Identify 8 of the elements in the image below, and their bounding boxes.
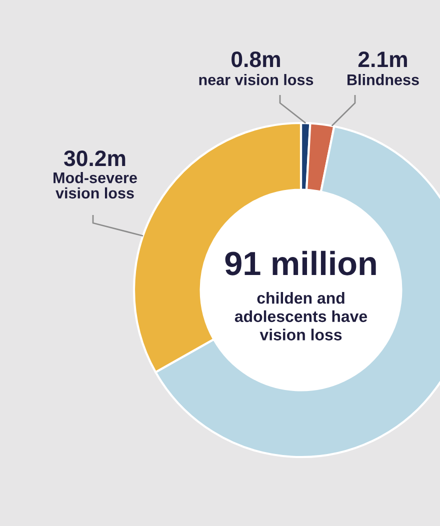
data-label: 30.2m <box>64 150 126 166</box>
slice-label: Mod-severe vision loss <box>54 172 137 199</box>
data-label: 0.8m <box>232 51 280 68</box>
text: 91 million <box>225 250 376 276</box>
data-label: 2.1m <box>358 51 407 67</box>
slice-label: near vision loss <box>199 74 314 86</box>
text: childen and adolescents have vision loss <box>234 292 368 340</box>
slice-label: Blindness <box>348 74 419 86</box>
